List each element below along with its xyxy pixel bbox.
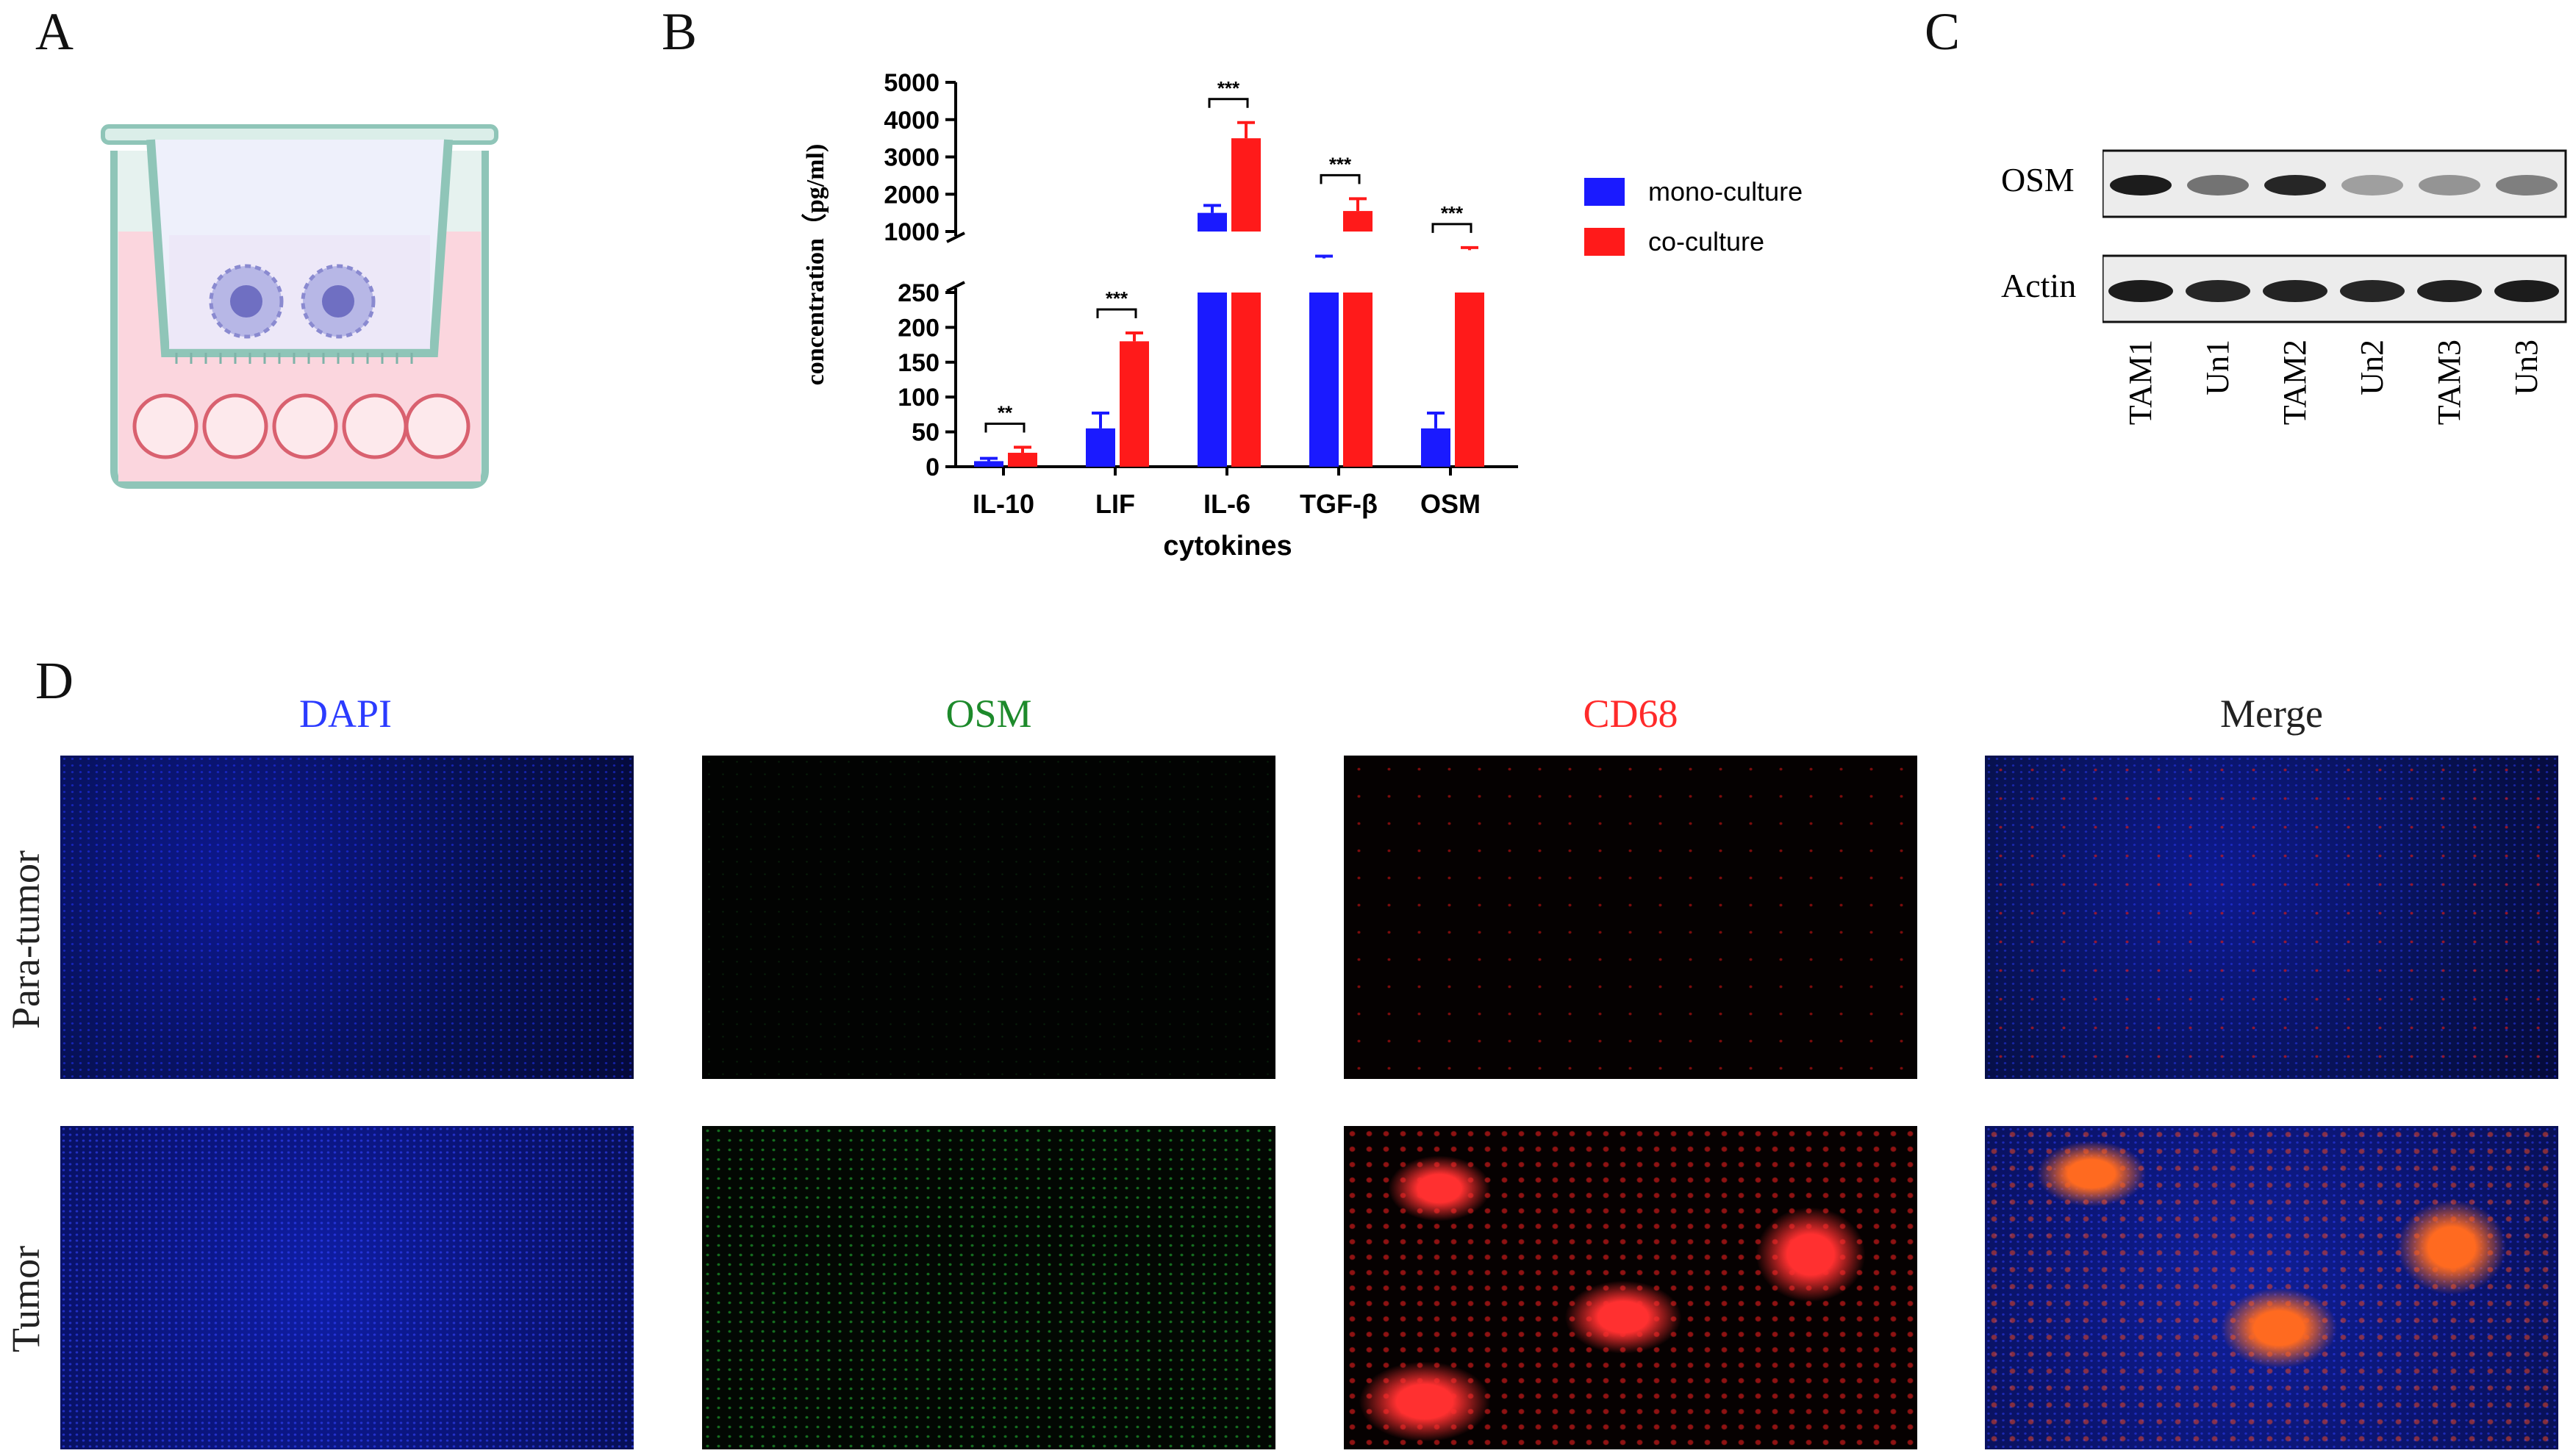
x-tick-label: IL-10 — [973, 489, 1034, 519]
osm-band — [2187, 175, 2249, 196]
bar-co — [1231, 293, 1261, 467]
osm-band — [2341, 175, 2403, 196]
axis-break-mark — [946, 281, 965, 293]
significance-label: *** — [1217, 77, 1240, 99]
micrograph-para-tumor-dapi — [60, 756, 634, 1079]
macrophage-cell — [301, 264, 376, 339]
legend-label-co: co-culture — [1648, 226, 1764, 257]
row-label-tumor: Tumor — [4, 1245, 48, 1352]
row-label-para-tumor: Para-tumor — [4, 850, 48, 1029]
column-title-dapi: DAPI — [298, 692, 392, 736]
band-label-actin: Actin — [2001, 267, 2077, 304]
bar-co-upper — [1231, 138, 1261, 232]
y-tick-label: 250 — [898, 279, 940, 307]
bar-co-upper — [1343, 211, 1373, 232]
y-tick-label: 5000 — [884, 69, 940, 97]
macrophage-cell — [209, 264, 284, 339]
bar-mono-upper — [1198, 212, 1227, 232]
micrograph-para-tumor-osm — [702, 756, 1275, 1079]
x-axis-label: cytokines — [1163, 531, 1292, 562]
significance-bracket — [1096, 308, 1137, 318]
lane-label: TAM1 — [2122, 340, 2158, 425]
actin-band — [2340, 280, 2405, 302]
transwell-diagram — [101, 124, 498, 489]
y-axis-label: concentration（pg/ml) — [801, 144, 829, 386]
significance-label: ** — [998, 401, 1013, 423]
y-tick-label: 150 — [898, 349, 940, 377]
significance-label: *** — [1329, 153, 1352, 175]
western-blot: TAM1 Un1 TAM2 Un2 TAM3 Un3 — [2103, 149, 2567, 425]
lane-label: TAM2 — [2277, 340, 2313, 425]
lane-label: Un3 — [2508, 340, 2544, 395]
micrograph-tumor-cd68 — [1344, 1126, 1917, 1449]
bar-mono — [1086, 428, 1115, 467]
bar-co — [1455, 293, 1484, 467]
x-tick-label: TGF-β — [1300, 489, 1378, 519]
micrograph-para-tumor-merge — [1985, 756, 2558, 1079]
column-title-osm: OSM — [945, 692, 1032, 736]
osm-band — [2419, 175, 2480, 196]
column-title-cd68: CD68 — [1583, 692, 1678, 736]
bar-mono — [1309, 293, 1339, 467]
band-label-osm: OSM — [2001, 161, 2075, 198]
legend-swatch-co — [1584, 228, 1625, 256]
micrograph-para-tumor-cd68 — [1344, 756, 1917, 1079]
lane-label: Un1 — [2200, 340, 2236, 395]
osm-band — [2496, 175, 2558, 196]
actin-band — [2263, 280, 2327, 302]
significance-bracket — [984, 422, 1026, 433]
micrograph-tumor-merge — [1985, 1126, 2558, 1449]
insert-medium — [169, 235, 430, 349]
bar-co — [1008, 453, 1037, 467]
lane-label: TAM3 — [2431, 340, 2467, 425]
bar-co — [1120, 341, 1149, 467]
x-tick-label: OSM — [1420, 489, 1481, 519]
actin-band — [2494, 280, 2559, 302]
legend-label-mono: mono-culture — [1648, 176, 1803, 207]
y-tick-label: 100 — [898, 384, 940, 412]
bar-co — [1343, 293, 1373, 467]
bar-mono — [1421, 428, 1450, 467]
y-tick-label: 1000 — [884, 218, 940, 246]
x-tick-label: LIF — [1095, 489, 1135, 519]
significance-label: *** — [1441, 202, 1464, 224]
x-tick-label: IL-6 — [1203, 489, 1250, 519]
axis-break-mark — [946, 232, 965, 243]
actin-band — [2417, 280, 2482, 302]
column-title-merge: Merge — [2220, 692, 2323, 736]
micrograph-tumor-osm — [702, 1126, 1275, 1449]
panel-label-a: A — [35, 2, 74, 61]
y-tick-label: 0 — [926, 453, 940, 481]
cytokine-bar-chart: 1000 2000 3000 4000 5000 0 50 100 150 200 250 IL-1… — [801, 69, 1803, 562]
bar-mono — [974, 461, 1003, 467]
panel-label-c: C — [1925, 2, 1961, 61]
significance-bracket — [1320, 173, 1361, 184]
tumor-cells — [132, 393, 470, 459]
actin-blot-strip — [2103, 254, 2567, 323]
actin-band — [2186, 280, 2250, 302]
y-tick-label: 50 — [912, 419, 940, 447]
osm-band — [2264, 175, 2326, 196]
actin-band — [2108, 280, 2173, 302]
y-tick-label: 3000 — [884, 144, 940, 172]
significance-bracket — [1208, 98, 1249, 108]
significance-bracket — [1431, 223, 1472, 233]
osm-band — [2110, 175, 2172, 196]
y-tick-label: 4000 — [884, 107, 940, 135]
panel-label-d: D — [35, 651, 74, 710]
panel-label-b: B — [662, 2, 698, 61]
y-tick-label: 2000 — [884, 181, 940, 209]
legend-swatch-mono — [1584, 178, 1625, 206]
y-tick-label: 200 — [898, 314, 940, 342]
significance-label: *** — [1106, 287, 1128, 309]
micrograph-tumor-dapi — [60, 1126, 634, 1449]
lane-label: Un2 — [2354, 340, 2390, 395]
osm-blot-strip — [2103, 149, 2567, 218]
bar-mono — [1198, 293, 1227, 467]
legend: mono-culture co-culture — [1584, 176, 1803, 257]
membrane — [175, 353, 413, 364]
